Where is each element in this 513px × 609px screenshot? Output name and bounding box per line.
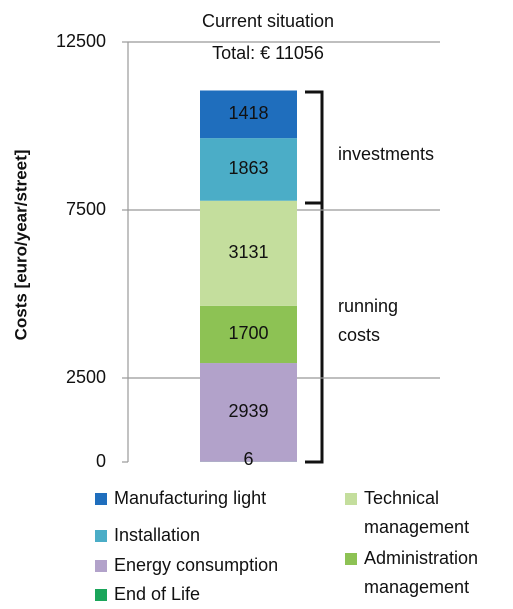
chart-title: Current situation: [202, 11, 334, 31]
legend-label: Installation: [114, 521, 200, 550]
legend-swatch: [345, 493, 357, 505]
legend-label: Manufacturing light: [114, 484, 266, 513]
y-tick-label: 7500: [66, 199, 106, 219]
data-label: 3131: [228, 242, 268, 262]
legend-label: Energy consumption: [114, 551, 278, 580]
legend-item: End of Life: [95, 580, 295, 609]
annotation: investments: [338, 140, 434, 169]
legend-item: Installation: [95, 521, 295, 550]
investments-bracket: [305, 92, 322, 203]
y-tick-label: 2500: [66, 367, 106, 387]
legend-item: Manufacturing light: [95, 484, 325, 513]
legend-label: Technical management: [364, 484, 505, 542]
data-label: 1700: [228, 323, 268, 343]
legend-swatch: [95, 493, 107, 505]
legend-swatch: [95, 530, 107, 542]
data-label: 2939: [228, 401, 268, 421]
data-label: 6: [243, 449, 253, 469]
running-costs-bracket: [305, 203, 322, 462]
legend-label: Administration management: [364, 544, 505, 602]
legend-item: Administration management: [345, 544, 505, 602]
legend-swatch: [95, 560, 107, 572]
y-tick-label: 0: [96, 451, 106, 471]
legend-swatch: [95, 589, 107, 601]
y-axis-label: Costs [euro/year/street]: [11, 150, 30, 341]
data-label: 1863: [228, 158, 268, 178]
data-label: 1418: [228, 103, 268, 123]
legend-label: End of Life: [114, 580, 200, 609]
annotation: running costs: [338, 292, 418, 350]
legend-item: Energy consumption: [95, 551, 325, 580]
legend-item: Technical management: [345, 484, 505, 542]
y-tick-label: 12500: [56, 31, 106, 51]
legend-swatch: [345, 553, 357, 565]
chart-subtitle: Total: € 11056: [212, 43, 324, 63]
